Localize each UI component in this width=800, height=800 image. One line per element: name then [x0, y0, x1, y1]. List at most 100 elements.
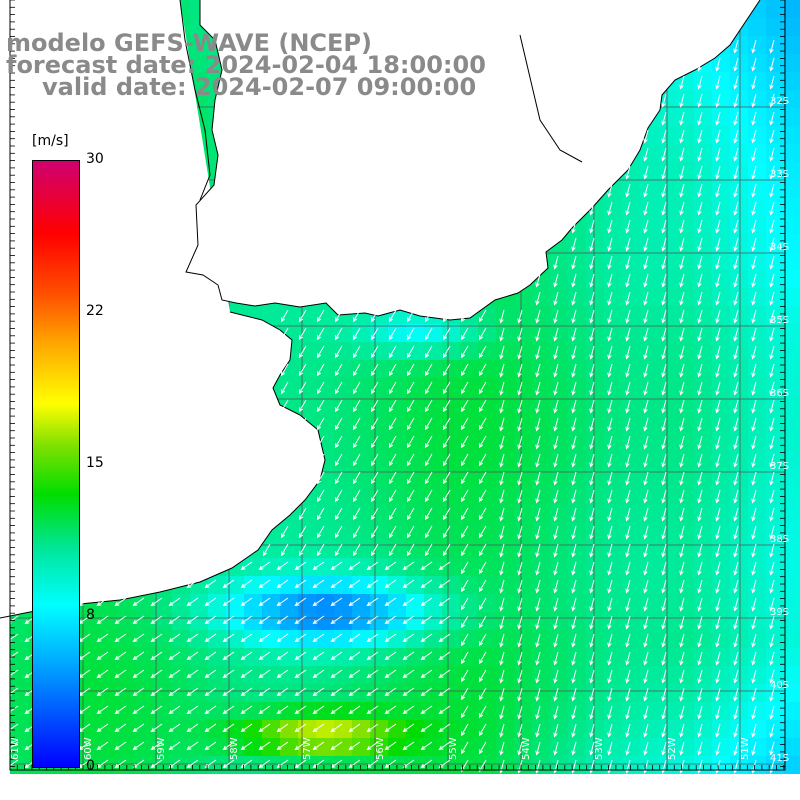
field-cell [370, 540, 388, 558]
wind-arrow [697, 669, 703, 684]
field-cell [226, 720, 244, 738]
wind-arrow [438, 633, 451, 643]
field-cell [640, 720, 658, 738]
field-cell [460, 648, 478, 666]
colorbar-tick-22: 22 [86, 303, 104, 319]
field-cell [532, 702, 550, 720]
wind-arrow [589, 615, 595, 630]
field-cell [784, 378, 800, 396]
wind-arrow [697, 435, 703, 450]
field-cell [550, 684, 568, 702]
wind-arrow [348, 579, 361, 589]
field-cell [748, 630, 766, 648]
wind-arrow [420, 723, 433, 733]
field-cell [406, 558, 424, 576]
wind-arrow [420, 741, 433, 751]
wind-arrow [460, 723, 469, 737]
field-cell [388, 450, 406, 468]
wind-arrow [571, 489, 577, 504]
field-cell [514, 558, 532, 576]
field-cell [586, 378, 604, 396]
wind-arrow [733, 399, 739, 414]
wind-arrow [607, 381, 613, 396]
wind-arrow [442, 363, 451, 377]
field-cell [424, 648, 442, 666]
wind-arrow [172, 525, 181, 539]
field-cell [730, 450, 748, 468]
field-cell [784, 144, 800, 162]
wind-arrow [715, 543, 721, 558]
wind-arrow [535, 363, 541, 378]
field-cell [262, 594, 280, 612]
field-cell [586, 576, 604, 594]
field-cell [496, 558, 514, 576]
field-cell [424, 360, 442, 378]
field-cell [172, 684, 190, 702]
field-cell [496, 486, 514, 504]
field-cell [694, 666, 712, 684]
wind-arrow [571, 453, 577, 468]
field-cell [496, 540, 514, 558]
field-cell [730, 360, 748, 378]
wind-arrow [204, 597, 217, 607]
wind-arrow [150, 651, 163, 661]
field-cell [478, 450, 496, 468]
field-cell [766, 702, 784, 720]
field-cell [730, 252, 748, 270]
wind-arrow [697, 327, 703, 342]
wind-arrow [298, 453, 307, 467]
wind-arrow [733, 93, 739, 108]
field-cell [766, 432, 784, 450]
field-cell [496, 594, 514, 612]
field-cell [694, 594, 712, 612]
field-cell [694, 360, 712, 378]
wind-arrow [769, 183, 775, 198]
field-cell [604, 522, 622, 540]
field-cell [406, 648, 424, 666]
wind-arrow [661, 507, 667, 522]
wind-arrow [388, 381, 397, 395]
field-cell [730, 666, 748, 684]
field-cell [352, 630, 370, 648]
field-cell [496, 612, 514, 630]
field-cell [226, 648, 244, 666]
field-cell [748, 36, 766, 54]
wind-arrow [679, 417, 685, 432]
wind-arrow [751, 237, 757, 252]
field-cell [388, 720, 406, 738]
wind-arrow [643, 381, 649, 396]
wind-arrow [517, 705, 523, 720]
wind-arrow [96, 723, 109, 733]
wind-arrow [478, 525, 487, 539]
wind-arrow [589, 327, 595, 342]
wind-arrow [535, 309, 541, 324]
field-cell [676, 450, 694, 468]
wind-arrow [186, 579, 199, 589]
field-cell [676, 522, 694, 540]
field-cell [532, 576, 550, 594]
wind-arrow [751, 57, 757, 72]
wind-arrow [697, 471, 703, 486]
wind-arrow [751, 201, 757, 216]
wind-arrow [384, 633, 397, 643]
field-cell [622, 414, 640, 432]
wind-arrow [478, 309, 487, 323]
wind-arrow [478, 741, 487, 755]
field-cell [748, 414, 766, 432]
wind-arrow [697, 129, 703, 144]
field-cell [586, 360, 604, 378]
wind-arrow [661, 633, 667, 648]
field-cell [784, 252, 800, 270]
field-cell [532, 558, 550, 576]
field-cell [460, 486, 478, 504]
field-cell [748, 468, 766, 486]
field-cell [424, 378, 442, 396]
field-cell [712, 432, 730, 450]
wind-arrow [186, 597, 199, 607]
wind-arrow [420, 633, 433, 643]
coastline [0, 0, 761, 619]
field-cell [712, 720, 730, 738]
wind-arrow [535, 525, 541, 540]
wind-arrow [370, 381, 379, 395]
